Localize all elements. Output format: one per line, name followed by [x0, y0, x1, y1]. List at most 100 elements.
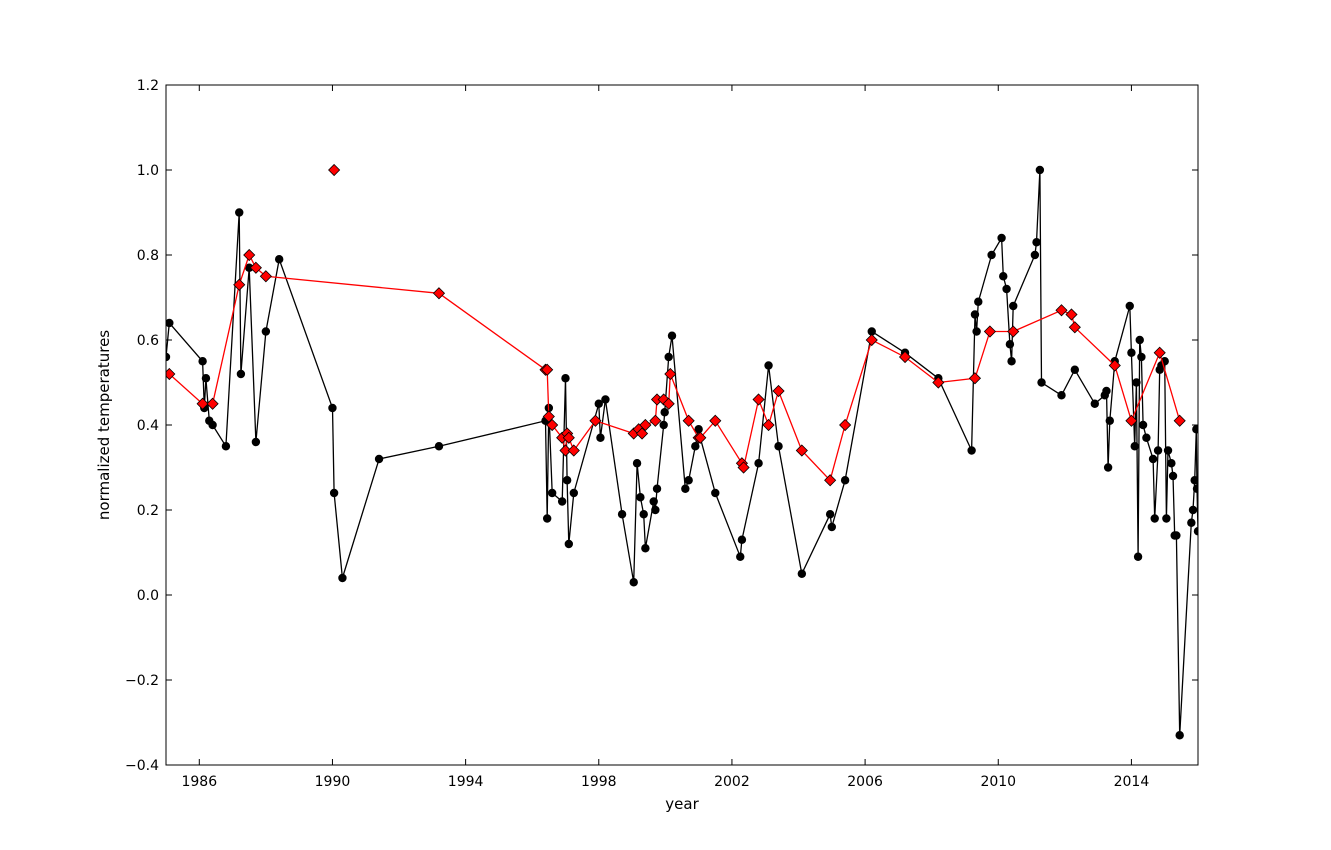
data-point	[596, 433, 605, 442]
data-point-diamond	[839, 418, 852, 432]
data-point	[1168, 471, 1178, 481]
x-axis-label: year	[665, 795, 699, 813]
data-point-diamond	[898, 350, 912, 364]
data-point	[236, 369, 246, 379]
series-0	[166, 165, 1198, 740]
data-point-diamond	[762, 418, 775, 432]
data-point-diamond	[1007, 325, 1020, 338]
x-tick-label: 1986	[181, 774, 217, 790]
data-point	[235, 208, 244, 217]
data-point	[1005, 340, 1015, 349]
data-point-diamond	[432, 287, 446, 300]
data-point	[329, 488, 339, 498]
data-point-diamond	[1153, 346, 1166, 359]
data-point	[221, 442, 231, 451]
data-point	[1135, 335, 1144, 345]
data-point	[1130, 442, 1139, 451]
data-point	[1133, 552, 1143, 561]
data-point	[652, 484, 662, 493]
data-point-diamond	[233, 278, 246, 291]
x-tick-label: 1990	[315, 774, 351, 790]
data-point	[629, 578, 638, 587]
data-point	[1192, 484, 1198, 493]
data-point	[251, 437, 261, 447]
data-point	[736, 552, 745, 561]
data-point	[754, 459, 763, 468]
data-point	[827, 522, 837, 532]
data-point	[825, 510, 835, 519]
data-point	[1127, 348, 1136, 357]
data-point	[569, 488, 579, 498]
data-point	[542, 514, 552, 523]
x-tick-label: 2014	[1114, 774, 1150, 790]
data-point	[557, 497, 567, 506]
y-tick-label: 0.6	[137, 333, 159, 349]
data-point-diamond	[709, 414, 722, 427]
data-point	[561, 374, 570, 383]
data-point	[434, 442, 444, 451]
data-point-diamond	[567, 444, 580, 457]
data-point-diamond	[694, 431, 707, 444]
data-point	[1035, 165, 1045, 175]
data-point	[1142, 433, 1151, 442]
data-point	[1070, 365, 1080, 374]
data-point	[594, 399, 603, 408]
data-point	[198, 357, 207, 366]
data-point	[1090, 399, 1100, 408]
data-point	[1007, 357, 1016, 366]
data-point	[774, 442, 783, 451]
data-point	[1002, 284, 1011, 294]
data-point	[649, 497, 658, 506]
data-point-diamond	[1068, 321, 1081, 334]
data-point-diamond	[752, 393, 765, 406]
data-point	[1175, 731, 1184, 740]
data-point-diamond	[635, 427, 649, 440]
data-point	[867, 327, 876, 336]
data-point	[987, 250, 996, 260]
data-point	[641, 544, 650, 553]
data-point	[1032, 238, 1041, 247]
data-point-diamond	[1065, 308, 1078, 321]
data-point	[632, 459, 642, 468]
data-point-diamond	[737, 461, 750, 474]
y-axis: −0.4 −0.2 0.0 0.2 0.4 0.6 0.8 1.0 1.2	[125, 78, 1198, 774]
data-point	[328, 403, 337, 413]
data-point	[970, 310, 980, 319]
data-point	[562, 476, 572, 485]
series-layer	[166, 163, 1198, 740]
data-point	[374, 454, 384, 464]
y-tick-label: 1.0	[137, 163, 159, 179]
data-point-diamond	[932, 376, 945, 389]
data-point	[547, 488, 557, 498]
series-2	[328, 163, 341, 177]
x-axis: 1986 1990 1994 1998 2002 2006 2010 2014	[181, 85, 1149, 790]
series-1	[166, 248, 1186, 487]
y-tick-label: 1.2	[137, 78, 159, 94]
data-point-diamond	[546, 418, 559, 432]
data-point-diamond	[589, 414, 602, 427]
data-point-diamond	[968, 372, 982, 385]
data-point	[208, 420, 217, 430]
data-point	[274, 255, 284, 264]
data-point	[667, 331, 677, 340]
data-point-diamond	[662, 397, 675, 410]
x-tick-label: 1994	[448, 774, 484, 790]
y-tick-label: −0.2	[125, 673, 159, 689]
data-point	[245, 263, 254, 272]
data-point	[639, 510, 648, 519]
data-point-diamond	[542, 410, 555, 423]
data-point-diamond	[772, 384, 785, 398]
data-point	[694, 425, 703, 434]
data-point-diamond	[795, 444, 808, 457]
data-point	[711, 488, 720, 498]
y-tick-label: 0.2	[137, 503, 159, 519]
data-point	[1105, 416, 1114, 425]
data-point	[636, 493, 645, 502]
data-point	[1009, 301, 1018, 311]
data-point	[1163, 446, 1173, 455]
data-point	[764, 361, 773, 370]
data-point	[681, 484, 690, 493]
data-point-diamond	[639, 418, 652, 432]
data-point-diamond	[166, 367, 176, 381]
